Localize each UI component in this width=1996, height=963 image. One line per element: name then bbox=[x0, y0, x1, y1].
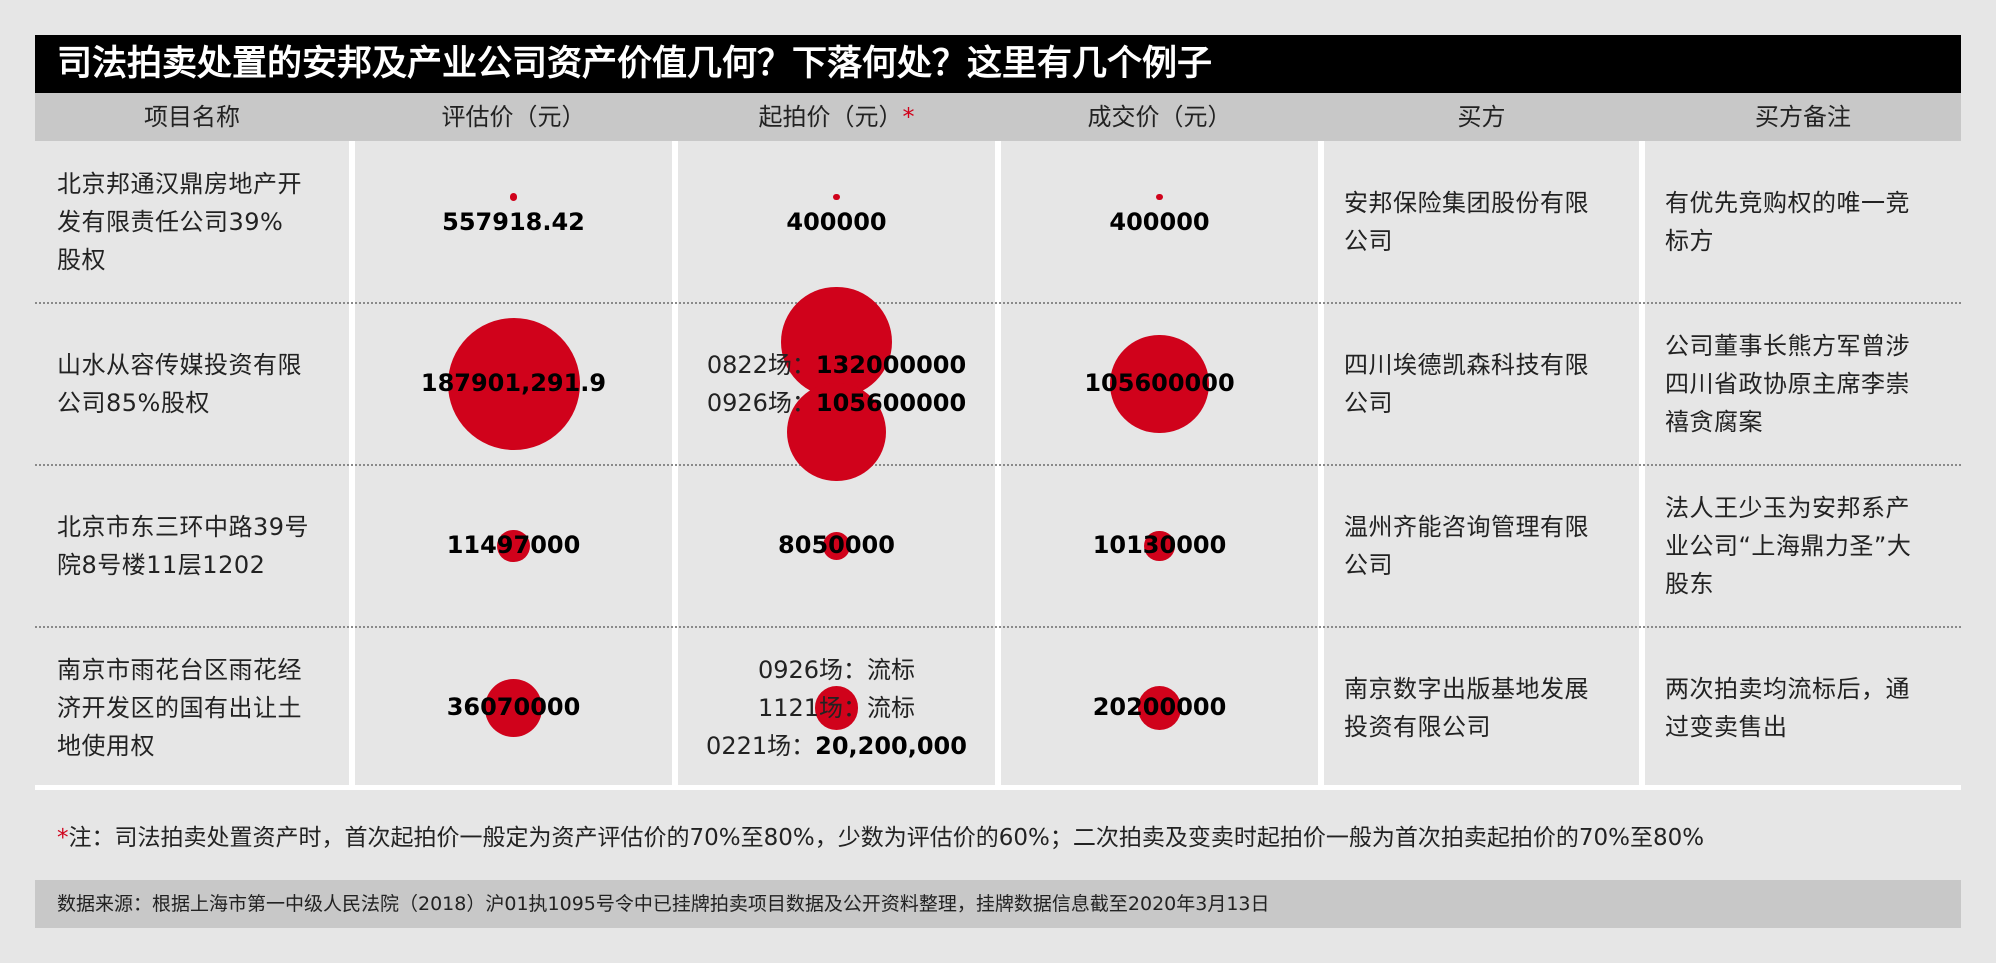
buyer-note-line: 业公司“上海鼎力圣”大 bbox=[1665, 532, 1912, 560]
buyer-note-line: 公司董事长熊方军曾涉 bbox=[1665, 332, 1910, 360]
header-buyer-note: 买方备注 bbox=[1755, 103, 1851, 131]
buyer-name-line: 公司 bbox=[1344, 227, 1393, 255]
buyer-note: 法人王少玉为安邦系产 业公司“上海鼎力圣”大 股东 bbox=[1665, 489, 1955, 603]
table-bottom-border bbox=[35, 785, 1961, 790]
start-price-value: 400000 bbox=[786, 208, 887, 236]
session-value: 流标 bbox=[867, 656, 916, 684]
project-name: 北京市东三环中路39号 院8号楼11层1202 bbox=[57, 508, 347, 584]
footnote: *注：司法拍卖处置资产时，首次起拍价一般定为资产评估价的70%至80%，少数为评… bbox=[57, 818, 1704, 852]
buyer-name-line: 投资有限公司 bbox=[1344, 713, 1491, 741]
start-price-line: 1121场：流标 bbox=[687, 689, 987, 727]
header-start-price: 起拍价（元）* bbox=[678, 93, 995, 141]
deal-price-bubble bbox=[1156, 193, 1163, 201]
buyer-name-line: 公司 bbox=[1344, 551, 1393, 579]
deal-price-bubble bbox=[1137, 686, 1182, 730]
buyer-note-line: 有优先竞购权的唯一竞 bbox=[1665, 189, 1910, 217]
session-label: 0822场： bbox=[706, 351, 816, 379]
buyer-note: 公司董事长熊方军曾涉 四川省政协原主席李崇 禧贪腐案 bbox=[1665, 327, 1955, 441]
buyer-note-line: 四川省政协原主席李崇 bbox=[1665, 370, 1910, 398]
buyer-name-line: 南京数字出版基地发展 bbox=[1344, 675, 1589, 703]
appraisal-bubble bbox=[497, 529, 530, 563]
table-body: 北京邦通汉鼎房地产开 发有限责任公司39% 股权 557918.42 400000 400… bbox=[35, 141, 1961, 790]
buyer-name: 安邦保险集团股份有限 公司 bbox=[1344, 184, 1634, 260]
appraisal-value: 187901,291.9 bbox=[420, 369, 607, 397]
buyer-note-line: 标方 bbox=[1665, 227, 1714, 255]
deal-price-value: 400000 bbox=[1109, 208, 1210, 236]
buyer-name-line: 温州齐能咨询管理有限 bbox=[1344, 513, 1589, 541]
project-name-line: 北京邦通汉鼎房地产开 bbox=[57, 170, 302, 198]
deal-price-value: 10130000 bbox=[1092, 531, 1227, 559]
project-name-line: 股权 bbox=[57, 246, 106, 274]
appraisal-bubble bbox=[447, 318, 580, 450]
row-divider bbox=[35, 302, 1961, 304]
project-name-line: 发有限责任公司39% bbox=[57, 208, 284, 236]
buyer-name-line: 安邦保险集团股份有限 bbox=[1344, 189, 1589, 217]
buyer-name-line: 四川埃德凯森科技有限 bbox=[1344, 351, 1589, 379]
chart-title: 司法拍卖处置的安邦及产业公司资产价值几何？下落何处？这里有几个例子 bbox=[35, 35, 1961, 93]
row-divider bbox=[35, 464, 1961, 466]
data-source: 数据来源：根据上海市第一中级人民法院（2018）沪01执1095号令中已挂牌拍卖… bbox=[35, 880, 1961, 928]
footnote-star: * bbox=[57, 825, 69, 851]
project-name: 山水从容传媒投资有限 公司85%股权 bbox=[57, 346, 347, 422]
session-value: 流标 bbox=[867, 694, 916, 722]
deal-price-value: 105600000 bbox=[1084, 369, 1235, 397]
project-name: 北京邦通汉鼎房地产开 发有限责任公司39% 股权 bbox=[57, 165, 347, 279]
row-divider bbox=[35, 626, 1961, 628]
deal-price-bubble bbox=[1144, 530, 1175, 562]
start-price-value: 8050000 bbox=[778, 531, 895, 559]
buyer-name: 温州齐能咨询管理有限 公司 bbox=[1344, 508, 1634, 584]
session-value: 132000000 bbox=[815, 351, 967, 379]
deal-price-value: 20200000 bbox=[1092, 693, 1227, 721]
buyer-note: 两次拍卖均流标后，通 过变卖售出 bbox=[1665, 670, 1955, 746]
appraisal-bubble bbox=[509, 193, 518, 201]
table-header: 项目名称 评估价（元） 起拍价（元）* 成交价（元） 买方 买方备注 bbox=[35, 93, 1961, 141]
session-value: 20,200,000 bbox=[815, 732, 967, 760]
start-price-bubble bbox=[787, 382, 886, 482]
session-label: 0221场： bbox=[706, 732, 816, 760]
session-label: 0926场： bbox=[757, 656, 868, 684]
start-price-bubble bbox=[822, 532, 851, 560]
session-value: 105600000 bbox=[815, 389, 967, 417]
header-start-price-label: 起拍价（元） bbox=[758, 103, 903, 131]
start-price-line: 0221场：20,200,000 bbox=[687, 727, 987, 765]
appraisal-value: 36070000 bbox=[446, 693, 581, 721]
header-appraisal: 评估价（元） bbox=[441, 103, 586, 131]
appraisal-value: 11497000 bbox=[446, 531, 581, 559]
header-buyer: 买方 bbox=[1457, 103, 1506, 131]
project-name: 南京市雨花台区雨花经 济开发区的国有出让土 地使用权 bbox=[57, 651, 347, 765]
buyer-name: 四川埃德凯森科技有限 公司 bbox=[1344, 346, 1634, 422]
header-project-name: 项目名称 bbox=[144, 103, 240, 131]
buyer-note: 有优先竞购权的唯一竞 标方 bbox=[1665, 184, 1955, 260]
buyer-note-line: 法人王少玉为安邦系产 bbox=[1665, 494, 1910, 522]
project-name-line: 公司85%股权 bbox=[57, 389, 210, 417]
start-price-line: 0926场：流标 bbox=[687, 651, 987, 689]
session-label: 0926场： bbox=[706, 389, 816, 417]
deal-price-bubble bbox=[1110, 334, 1209, 434]
buyer-note-line: 禧贪腐案 bbox=[1665, 408, 1763, 436]
project-name-line: 北京市东三环中路39号 bbox=[57, 513, 310, 541]
appraisal-value: 557918.42 bbox=[442, 208, 585, 236]
start-price-bubble bbox=[814, 686, 859, 730]
session-label: 1121场： bbox=[757, 694, 868, 722]
start-price-line: 0822场：132000000 bbox=[687, 346, 987, 384]
project-name-line: 南京市雨花台区雨花经 bbox=[57, 656, 302, 684]
start-price-line: 0926场：105600000 bbox=[687, 384, 987, 422]
project-name-line: 山水从容传媒投资有限 bbox=[57, 351, 302, 379]
appraisal-bubble bbox=[484, 679, 543, 737]
buyer-note-line: 过变卖售出 bbox=[1665, 713, 1788, 741]
project-name-line: 济开发区的国有出让土 bbox=[57, 694, 302, 722]
start-price-bubble bbox=[833, 193, 840, 201]
header-star-mark: * bbox=[902, 103, 915, 131]
buyer-note-line: 股东 bbox=[1665, 570, 1714, 598]
start-price-bubble bbox=[781, 286, 892, 398]
header-deal-price: 成交价（元） bbox=[1087, 103, 1232, 131]
footnote-text: 注：司法拍卖处置资产时，首次起拍价一般定为资产评估价的70%至80%，少数为评估… bbox=[68, 825, 1705, 851]
buyer-note-line: 两次拍卖均流标后，通 bbox=[1665, 675, 1910, 703]
project-name-line: 地使用权 bbox=[57, 732, 155, 760]
project-name-line: 院8号楼11层1202 bbox=[57, 551, 266, 579]
buyer-name: 南京数字出版基地发展 投资有限公司 bbox=[1344, 670, 1634, 746]
buyer-name-line: 公司 bbox=[1344, 389, 1393, 417]
